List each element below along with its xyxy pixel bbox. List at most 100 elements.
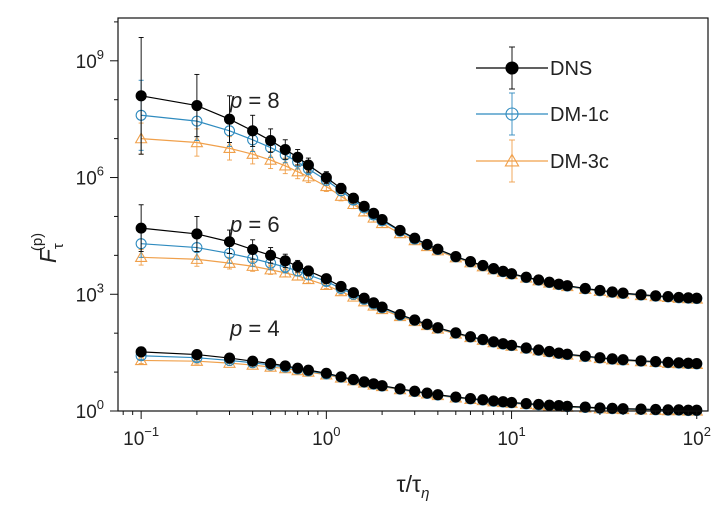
data-point <box>409 232 421 244</box>
data-point <box>319 278 333 290</box>
curve-p8-dm-1c <box>135 79 703 305</box>
data-point <box>279 360 291 372</box>
data-point <box>135 346 147 358</box>
legend-entry-dm-3c <box>476 139 548 183</box>
data-point <box>543 276 555 288</box>
data-point <box>302 159 314 171</box>
data-point <box>246 259 260 271</box>
data-point <box>477 333 489 345</box>
data-point <box>223 236 236 248</box>
curve-p6-dns <box>135 204 703 370</box>
data-point <box>302 265 314 277</box>
y-axis-label: Fτ(p) <box>29 233 67 263</box>
data-point <box>477 259 489 272</box>
data-point <box>246 147 260 159</box>
data-point <box>279 143 291 156</box>
data-point <box>579 401 591 413</box>
data-point <box>265 135 277 147</box>
data-point <box>358 376 370 388</box>
data-point <box>358 200 370 212</box>
data-point <box>543 345 555 358</box>
data-point <box>673 357 685 369</box>
data-point <box>506 396 518 408</box>
data-point <box>394 308 406 321</box>
data-point <box>320 171 332 184</box>
legend-label-dns: DNS <box>550 58 592 80</box>
data-point <box>464 331 477 343</box>
data-point <box>190 135 204 148</box>
legend-entry-dm-1c <box>476 92 548 136</box>
data-point <box>223 352 236 364</box>
data-point <box>450 391 462 403</box>
data-point <box>319 179 333 192</box>
data-point <box>488 263 500 275</box>
curve-p6-dm-3c <box>134 249 704 369</box>
legend-marker <box>505 107 519 121</box>
data-point <box>394 224 406 237</box>
legend-marker <box>504 153 520 167</box>
data-point <box>520 398 532 410</box>
data-point <box>279 255 291 267</box>
data-point <box>533 344 545 356</box>
x-tick-label-10: 101 <box>497 424 525 450</box>
data-point <box>264 153 278 165</box>
data-point <box>223 141 236 154</box>
data-point <box>190 252 204 264</box>
data-point <box>191 349 203 361</box>
data-point <box>247 243 259 256</box>
data-point <box>506 339 518 351</box>
data-point <box>662 356 674 368</box>
data-point <box>606 286 618 298</box>
data-point <box>464 392 477 405</box>
series-line <box>141 114 697 300</box>
legend-marker <box>505 61 519 75</box>
data-point <box>650 356 662 368</box>
data-point <box>247 355 259 367</box>
data-point <box>347 373 359 386</box>
legend-label-dm-1c: DM-1c <box>550 104 609 126</box>
x-tick-label-0.1: 10−1 <box>123 424 159 450</box>
data-point <box>190 354 204 366</box>
data-point <box>635 355 647 367</box>
data-point <box>561 280 573 292</box>
data-point <box>520 271 532 283</box>
data-point <box>561 348 573 360</box>
data-point <box>533 398 545 410</box>
legend-label-dm-3c: DM-3c <box>550 151 609 173</box>
curve-p8-dm-3c <box>134 122 704 304</box>
data-point <box>264 263 278 275</box>
series-dm-1c <box>135 79 703 417</box>
data-point <box>320 273 332 285</box>
data-point <box>421 238 433 251</box>
series-dns <box>135 37 703 416</box>
data-point <box>291 165 305 177</box>
axis-ticks <box>110 21 698 419</box>
curve-p8-dns <box>135 37 703 304</box>
data-point <box>223 113 236 125</box>
annotation-p6: p = 6 <box>229 212 280 237</box>
data-point <box>421 387 433 399</box>
data-point <box>464 256 477 268</box>
data-point <box>450 250 462 263</box>
y-tick-label-1e0: 100 <box>76 397 104 423</box>
series-dm-3c <box>134 122 704 416</box>
data-point <box>191 99 203 112</box>
data-point <box>376 380 388 392</box>
data-point <box>432 243 444 255</box>
data-point <box>134 250 148 262</box>
data-point <box>335 371 347 383</box>
legend-entry-dns <box>476 46 548 90</box>
data-point <box>265 249 277 261</box>
legend: DNS DM-1c DM-3c <box>476 46 609 183</box>
data-point <box>506 268 518 280</box>
data-point <box>421 318 433 330</box>
data-point <box>606 402 618 414</box>
data-point <box>302 364 314 376</box>
data-point <box>662 291 674 303</box>
data-point <box>533 274 545 286</box>
data-point <box>335 182 347 194</box>
annotation-p8: p = 8 <box>229 88 280 113</box>
data-point <box>488 336 500 348</box>
data-point <box>135 90 147 102</box>
